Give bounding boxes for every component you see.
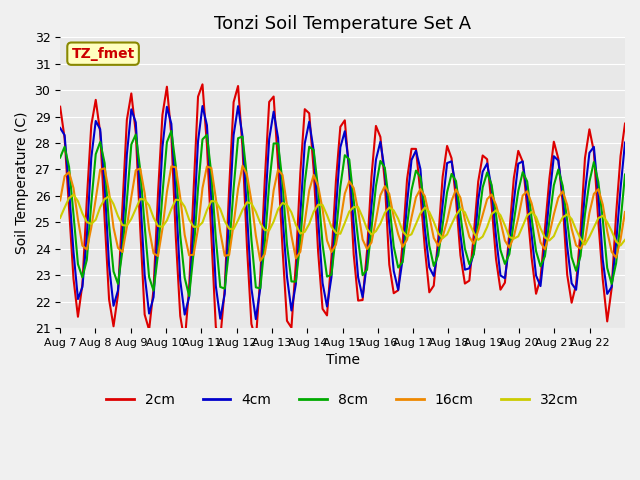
8cm	[168, 128, 175, 134]
4cm	[550, 153, 557, 159]
32cm	[270, 219, 278, 225]
4cm	[359, 294, 367, 300]
32cm	[621, 237, 629, 243]
Line: 8cm: 8cm	[60, 131, 625, 296]
16cm	[239, 163, 246, 168]
16cm	[550, 212, 557, 217]
2cm	[275, 162, 282, 168]
16cm	[604, 228, 611, 234]
4cm	[604, 291, 611, 297]
32cm	[545, 238, 553, 243]
32cm	[355, 204, 362, 210]
4cm	[194, 138, 202, 144]
32cm	[70, 192, 77, 198]
32cm	[599, 213, 607, 219]
4cm	[275, 135, 282, 141]
16cm	[296, 249, 304, 255]
8cm	[604, 265, 611, 271]
2cm	[604, 319, 611, 324]
8cm	[296, 238, 304, 244]
8cm	[359, 272, 367, 278]
4cm	[56, 125, 64, 131]
16cm	[257, 258, 264, 264]
Line: 16cm: 16cm	[60, 166, 625, 261]
2cm	[203, 142, 211, 148]
8cm	[621, 172, 629, 178]
Legend: 2cm, 4cm, 8cm, 16cm, 32cm: 2cm, 4cm, 8cm, 16cm, 32cm	[100, 387, 584, 412]
16cm	[275, 167, 282, 172]
Line: 2cm: 2cm	[60, 84, 625, 342]
8cm	[56, 155, 64, 160]
8cm	[550, 182, 557, 188]
4cm	[198, 103, 206, 109]
2cm	[550, 139, 557, 144]
4cm	[621, 140, 629, 145]
2cm	[359, 297, 367, 303]
32cm	[617, 242, 625, 248]
Line: 4cm: 4cm	[60, 106, 625, 319]
16cm	[359, 237, 367, 242]
16cm	[621, 209, 629, 215]
32cm	[56, 215, 64, 221]
2cm	[181, 339, 189, 345]
Title: Tonzi Soil Temperature Set A: Tonzi Soil Temperature Set A	[214, 15, 471, 33]
4cm	[296, 212, 304, 217]
X-axis label: Time: Time	[326, 353, 360, 367]
2cm	[198, 82, 206, 87]
4cm	[252, 316, 260, 322]
2cm	[621, 121, 629, 127]
8cm	[203, 132, 211, 138]
8cm	[186, 293, 193, 299]
Y-axis label: Soil Temperature (C): Soil Temperature (C)	[15, 111, 29, 254]
32cm	[198, 219, 206, 225]
16cm	[194, 226, 202, 231]
Text: TZ_fmet: TZ_fmet	[72, 47, 134, 60]
Line: 32cm: 32cm	[60, 195, 625, 245]
32cm	[292, 222, 300, 228]
2cm	[296, 170, 304, 176]
2cm	[56, 104, 64, 109]
16cm	[56, 198, 64, 204]
8cm	[275, 141, 282, 146]
